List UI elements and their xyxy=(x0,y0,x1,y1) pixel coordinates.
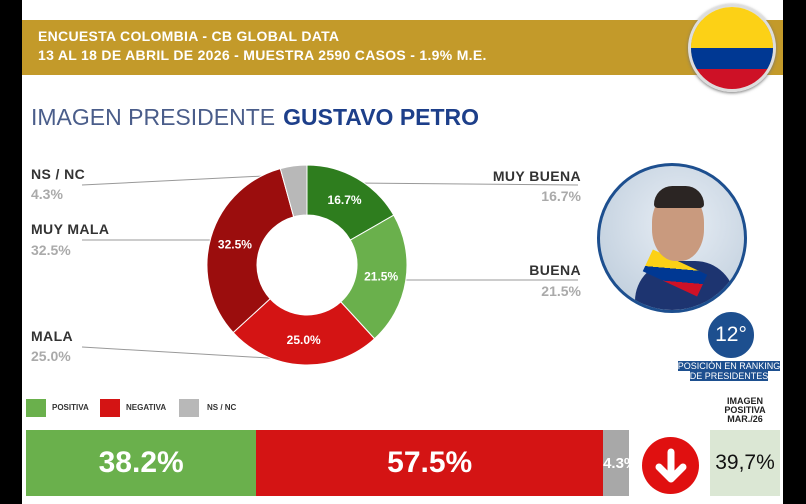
survey-title: ENCUESTA COLOMBIA - CB GLOBAL DATA xyxy=(38,28,340,44)
value-muy-mala: 32.5% xyxy=(31,242,71,258)
leader-line xyxy=(81,346,303,361)
legend-swatch-nsnc xyxy=(179,399,199,417)
header-banner: ENCUESTA COLOMBIA - CB GLOBAL DATA 13 AL… xyxy=(22,20,783,75)
slice-data-label: 16.7% xyxy=(328,193,362,207)
previous-label: IMAGEN POSITIVA MAR./26 xyxy=(710,397,780,424)
arrow-down-icon xyxy=(642,437,699,494)
slice-ns-nc xyxy=(279,164,308,218)
slice-muy-mala xyxy=(206,168,295,334)
president-portrait xyxy=(597,163,747,313)
ranking-caption: POSICIÓN EN RANKING DE PRESIDENTES xyxy=(673,361,785,381)
prev-label-2: POSITIVA xyxy=(724,405,766,415)
slice-data-label: 25.0% xyxy=(287,333,321,347)
slice-mala xyxy=(232,298,376,366)
slice-buena xyxy=(340,214,408,340)
label-muy-buena: MUY BUENA xyxy=(492,168,581,184)
ranking-label-2: DE PRESIDENTES xyxy=(689,371,769,381)
legend-positiva: POSITIVA xyxy=(52,403,89,412)
slice-data-label: 21.5% xyxy=(364,269,398,283)
bar-nsnc: 4.3% xyxy=(603,430,629,496)
ranking-badge: 12° xyxy=(706,310,756,360)
ranking-label-1: POSICIÓN EN RANKING xyxy=(677,361,781,371)
leader-line xyxy=(81,174,285,186)
label-mala: MALA xyxy=(31,328,74,344)
bar-positiva: 38.2% xyxy=(26,430,257,496)
value-ns: 4.3% xyxy=(31,186,63,202)
prev-label-3: MAR./26 xyxy=(727,414,763,424)
legend-swatch-positiva xyxy=(26,399,46,417)
leader-line xyxy=(351,182,579,186)
legend-swatch-negativa xyxy=(100,399,120,417)
prev-label-1: IMAGEN xyxy=(727,396,763,406)
page-title: IMAGEN PRESIDENTE GUSTAVO PETRO xyxy=(31,104,479,131)
previous-value: 39,7% xyxy=(710,430,780,496)
colombia-flag-icon xyxy=(688,4,776,92)
label-ns: NS / NC xyxy=(31,166,86,182)
label-buena: BUENA xyxy=(529,262,581,278)
label-muy-mala: MUY MALA xyxy=(31,221,110,237)
value-buena: 21.5% xyxy=(541,283,581,299)
legend-negativa: NEGATIVA xyxy=(126,403,167,412)
title-prefix: IMAGEN PRESIDENTE xyxy=(31,104,276,130)
value-muy-buena: 16.7% xyxy=(541,188,581,204)
infographic: ENCUESTA COLOMBIA - CB GLOBAL DATA 13 AL… xyxy=(22,0,783,504)
donut-chart: 16.7% 21.5% 25.0% 32.5% xyxy=(81,164,579,366)
president-name: GUSTAVO PETRO xyxy=(283,104,480,130)
bar-negativa: 57.5% xyxy=(256,430,604,496)
legend-nsnc: NS / NC xyxy=(207,403,237,412)
value-mala: 25.0% xyxy=(31,348,71,364)
survey-details: 13 AL 18 DE ABRIL DE 2026 - MUESTRA 2590… xyxy=(38,47,487,63)
slice-data-label: 32.5% xyxy=(218,237,252,251)
